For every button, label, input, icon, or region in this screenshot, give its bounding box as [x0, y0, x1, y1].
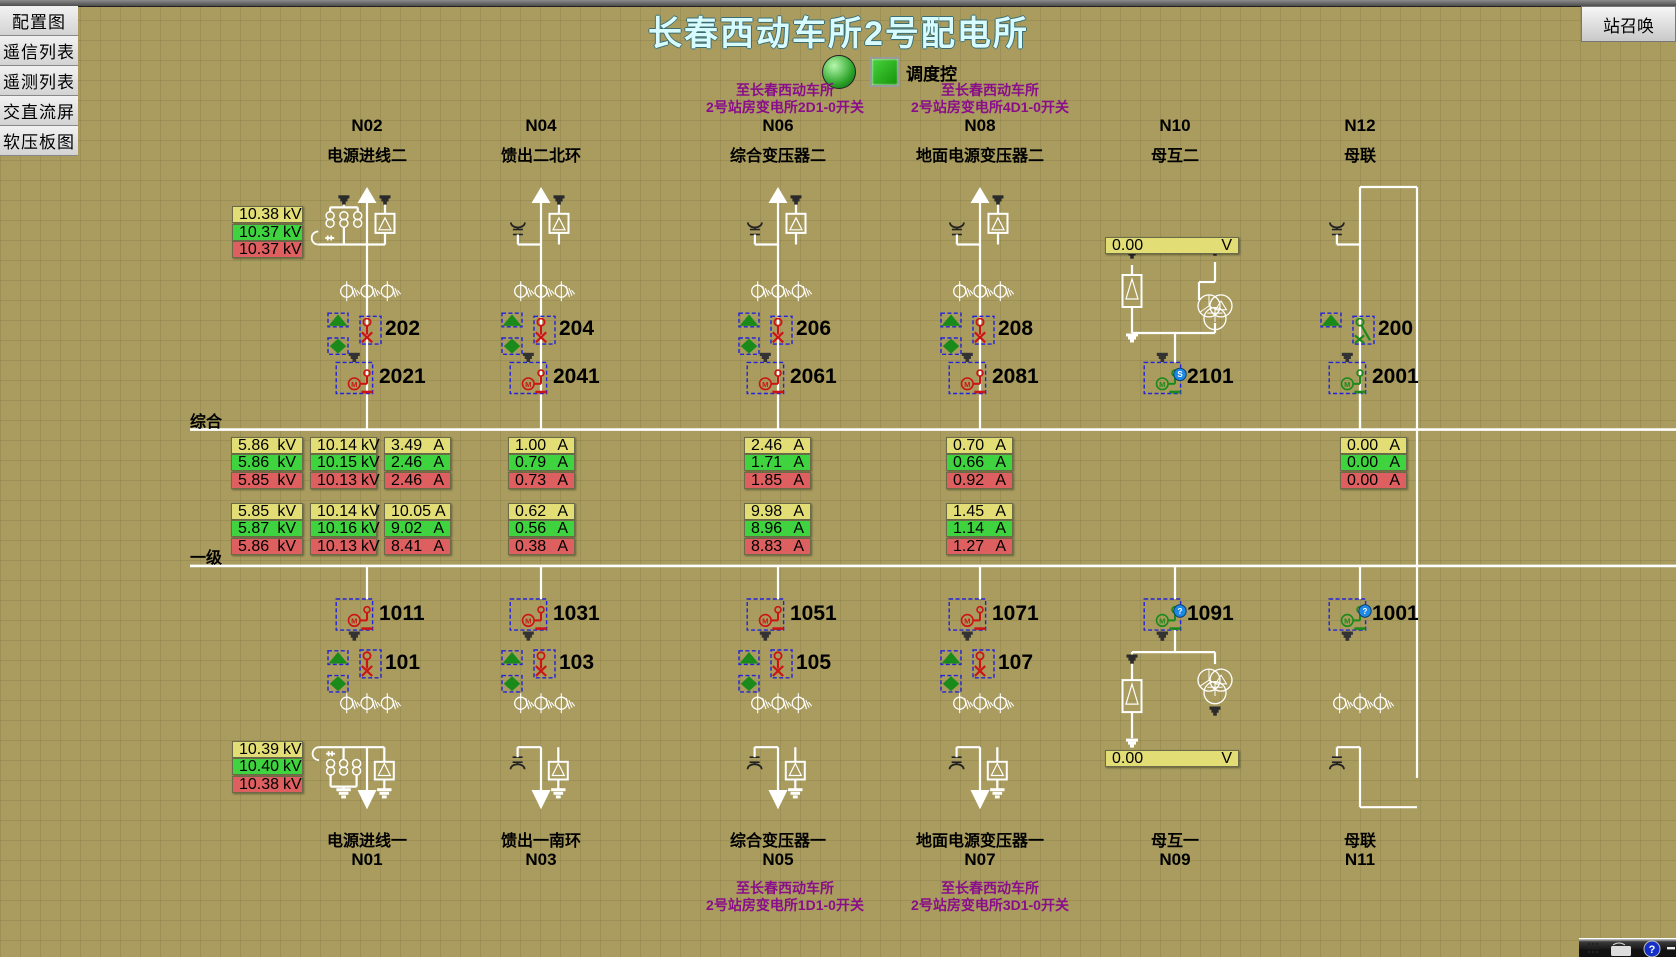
svg-text:M: M: [762, 380, 768, 389]
svg-text:M: M: [1159, 380, 1165, 389]
svg-text:M: M: [525, 617, 531, 626]
svg-text:S: S: [1177, 370, 1183, 379]
svg-text:M: M: [964, 380, 970, 389]
svg-text:M: M: [1344, 617, 1350, 626]
svg-text:M: M: [351, 380, 357, 389]
svg-text:M: M: [1159, 617, 1165, 626]
svg-text:?: ?: [1363, 607, 1368, 616]
svg-text:M: M: [1344, 380, 1350, 389]
svg-text:M: M: [964, 617, 970, 626]
svg-text:M: M: [351, 617, 357, 626]
svg-text:?: ?: [1178, 607, 1183, 616]
svg-text:M: M: [762, 617, 768, 626]
svg-text:M: M: [525, 380, 531, 389]
